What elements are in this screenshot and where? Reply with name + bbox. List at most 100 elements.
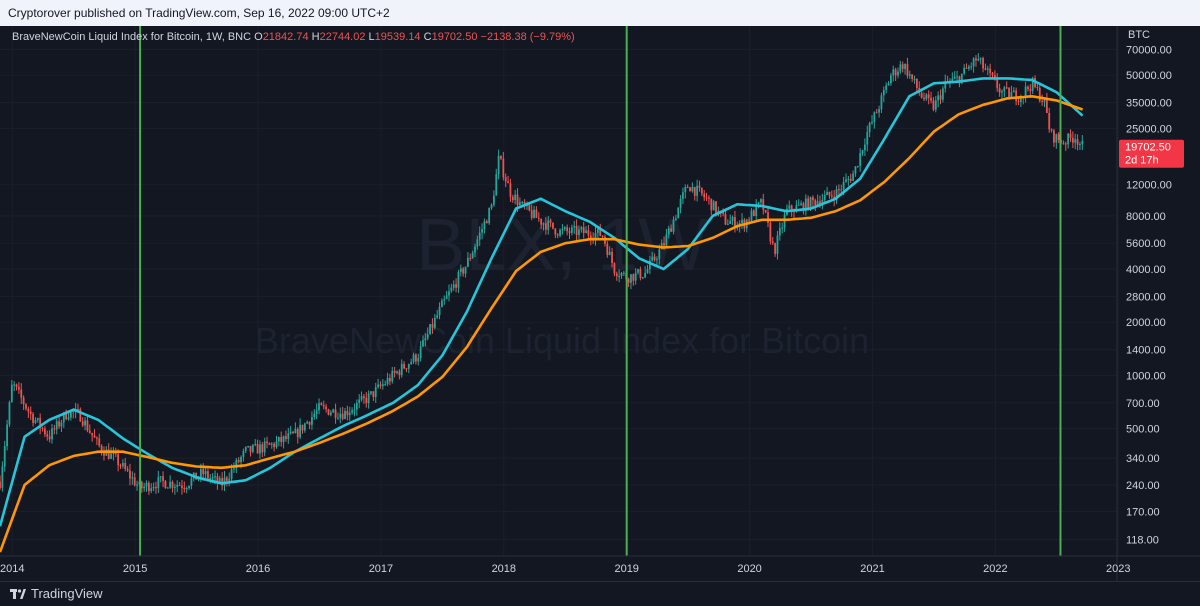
candle-body xyxy=(594,232,597,240)
candle-body xyxy=(3,446,6,467)
candle-body xyxy=(1067,133,1070,145)
candle-body xyxy=(117,454,120,466)
candle-body xyxy=(518,202,521,206)
candle-body xyxy=(10,384,13,403)
candle-body xyxy=(561,229,564,231)
candle-body xyxy=(1005,87,1008,89)
candle-body xyxy=(25,404,27,409)
candle-body xyxy=(693,187,696,196)
brand-name: TradingView xyxy=(31,586,103,601)
candle-body xyxy=(663,243,665,246)
candle-body xyxy=(27,408,30,412)
candle-body xyxy=(62,412,65,423)
candle-body xyxy=(384,384,387,386)
y-tick-label: 2800.00 xyxy=(1126,291,1166,303)
candle-body xyxy=(537,217,540,219)
candle-body xyxy=(982,58,984,69)
candle-body xyxy=(856,166,859,168)
candle-body xyxy=(58,421,60,427)
candle-body xyxy=(396,371,398,374)
candle-body xyxy=(407,364,410,369)
candle-body xyxy=(986,68,989,70)
candle-body xyxy=(98,438,101,446)
moving-averages xyxy=(0,77,1084,553)
candle-body xyxy=(731,217,734,221)
candle-body xyxy=(433,317,436,328)
candle-body xyxy=(223,477,226,486)
candle-body xyxy=(566,227,569,232)
candle-body xyxy=(682,192,684,199)
candle-body xyxy=(126,469,129,471)
candle-body xyxy=(606,243,609,255)
candle-body xyxy=(748,219,751,221)
candle-body xyxy=(878,109,880,113)
candle-body xyxy=(150,488,153,492)
candle-body xyxy=(481,229,483,233)
candle-body xyxy=(77,408,79,410)
candle-body xyxy=(516,194,519,206)
candle-body xyxy=(1024,86,1027,97)
candle-body xyxy=(1050,129,1053,131)
candle-body xyxy=(422,340,424,347)
candle-body xyxy=(426,334,429,339)
candle-body xyxy=(757,202,760,205)
candle-body xyxy=(944,81,947,89)
candle-body xyxy=(880,95,883,110)
candle-body xyxy=(445,295,448,300)
candle-body xyxy=(1048,112,1051,130)
candle-body xyxy=(452,284,455,288)
candle-body xyxy=(249,445,252,452)
candle-body xyxy=(646,269,649,273)
candle-body xyxy=(1055,134,1058,143)
candle-body xyxy=(984,68,987,70)
candle-body xyxy=(951,78,954,81)
candle-body xyxy=(322,405,325,407)
candle-body xyxy=(244,447,247,451)
candle-body xyxy=(698,185,701,188)
candle-body xyxy=(459,268,462,273)
candle-body xyxy=(521,202,524,204)
candle-body xyxy=(547,220,550,230)
candle-body xyxy=(708,197,710,199)
candle-body xyxy=(923,97,925,100)
candle-body xyxy=(504,177,507,182)
candle-body xyxy=(1008,87,1010,98)
candle-body xyxy=(771,241,774,244)
time-axis[interactable]: 2014 2015 2016 2017 2018 2019 2020 2021 2022 2023 xyxy=(0,555,1200,575)
candle-body xyxy=(119,465,122,467)
candle-body xyxy=(634,272,637,281)
candle-body xyxy=(734,217,736,229)
candle-body xyxy=(478,232,481,240)
candle-body xyxy=(894,69,897,76)
slow-moving-average-line xyxy=(0,95,1084,553)
candle-body xyxy=(960,73,963,84)
candle-body xyxy=(710,198,713,211)
candle-body xyxy=(892,69,895,76)
candle-body xyxy=(353,409,356,411)
close-value: 19702.50 xyxy=(431,31,478,43)
candle-body xyxy=(840,189,843,191)
price-chart[interactable]: BLX, 1W BraveNewCoin Liquid Index for Bi… xyxy=(0,26,1200,581)
candle-body xyxy=(1071,137,1074,143)
candle-body xyxy=(1031,78,1034,91)
candle-body xyxy=(218,478,221,484)
candle-body xyxy=(259,444,261,454)
tradingview-logo[interactable]: TradingView xyxy=(10,586,103,601)
y-tick-label: 118.00 xyxy=(1126,534,1159,546)
candle-body xyxy=(256,443,259,454)
change-value: −2138.38 (−9.79%) xyxy=(480,31,575,43)
candle-body xyxy=(251,445,254,452)
candle-body xyxy=(750,210,753,221)
candle-body xyxy=(651,256,654,261)
candle-body xyxy=(485,221,488,224)
candle-body xyxy=(760,199,762,203)
symbol-title[interactable]: BraveNewCoin Liquid Index for Bitcoin, 1… xyxy=(12,31,252,43)
y-tick-label: 12000.00 xyxy=(1126,180,1172,192)
candle-body xyxy=(849,178,852,181)
candle-body xyxy=(107,449,110,459)
price-axis[interactable]: BTC 70000.00 50000.00 35000.00 25000.00 12000… xyxy=(1116,26,1184,581)
candle-body xyxy=(1062,143,1065,145)
candle-body xyxy=(474,246,476,253)
candle-body xyxy=(542,223,545,225)
candle-body xyxy=(585,230,587,234)
